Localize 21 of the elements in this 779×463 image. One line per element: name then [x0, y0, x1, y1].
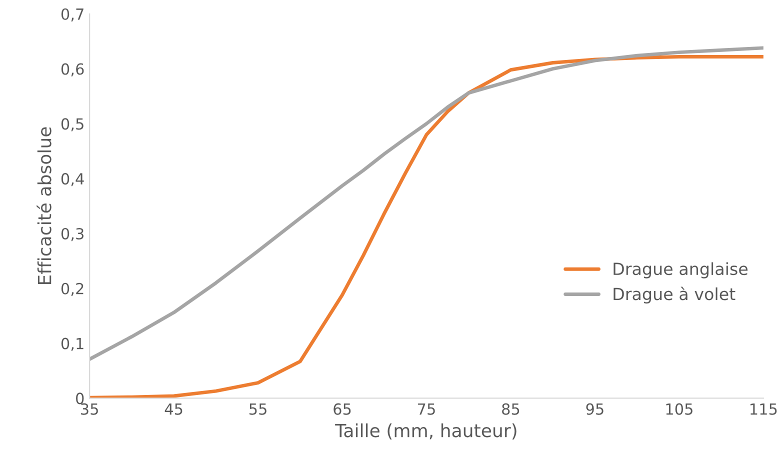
y-tick-label: 0,7 [61, 8, 84, 22]
y-tick-label: 0,1 [61, 338, 84, 351]
y-axis-title: Efficacité absolue [36, 127, 52, 284]
y-tick-label: 0 [76, 392, 84, 404]
x-tick-label: 105 [666, 403, 692, 415]
x-axis-title: Taille (mm, hauteur) [335, 423, 516, 440]
x-tick-label: 35 [81, 403, 98, 415]
x-tick-label: 55 [250, 404, 266, 415]
x-tick-label: 85 [502, 403, 520, 415]
x-tick-label: 65 [334, 403, 351, 415]
x-tick-label: 115 [750, 404, 777, 415]
y-tick-label: 0,6 [61, 63, 84, 76]
legend-label: Drague anglaise [614, 262, 748, 278]
x-tick-label: 95 [586, 403, 604, 415]
x-tick-label: 45 [164, 404, 182, 415]
legend-label: Drague à volet [614, 286, 736, 304]
x-tick-label: 75 [418, 404, 435, 415]
y-tick-label: 0,2 [61, 282, 84, 296]
y-tick-label: 0,5 [61, 118, 84, 132]
y-tick-label: 0,4 [61, 173, 84, 186]
y-tick-label: 0,3 [61, 228, 84, 242]
